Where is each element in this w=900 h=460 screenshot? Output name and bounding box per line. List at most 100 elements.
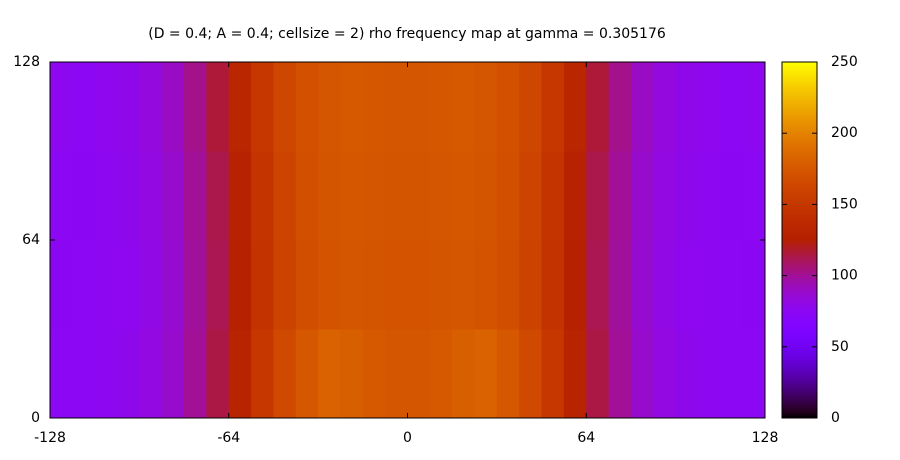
heatmap-cell [340,62,364,152]
heatmap-cell [161,240,185,330]
heatmap-cell [586,329,610,419]
heatmap-cell [139,240,163,330]
x-tick-label: 0 [403,430,412,446]
heatmap-cell [474,62,498,152]
heatmap-cell [429,329,453,419]
heatmap-cell [697,240,721,330]
heatmap-cell [519,329,543,419]
heatmap-cell [407,151,431,241]
heatmap-cell [206,240,230,330]
heatmap-cell [496,62,520,152]
heatmap-cell [184,240,207,330]
heatmap-cell [295,151,319,241]
heatmap-cell [519,151,543,241]
heatmap-cell [630,151,654,241]
heatmap-cell [742,62,766,152]
heatmap-cell [586,240,610,330]
heatmap-cell [385,240,408,330]
heatmap-cell [586,151,610,241]
heatmap-cell [742,240,766,330]
heatmap-cell [318,62,341,152]
colorbar-tick-label: 0 [831,410,840,426]
heatmap-cell [117,151,140,241]
heatmap-cell [94,240,118,330]
heatmap-cell [362,151,386,241]
heatmap-cell [385,151,408,241]
heatmap-cell [273,62,297,152]
heatmap-cell [630,329,654,419]
heatmap-cell [675,240,699,330]
heatmap-cell [429,62,453,152]
heatmap-cell [295,240,319,330]
heatmap-cell [720,329,744,419]
heatmap-cell [206,151,230,241]
heatmap-cell [653,240,677,330]
heatmap-cell [653,151,677,241]
heatmap-cell [452,240,476,330]
heatmap-cell [407,240,431,330]
heatmap-cell [362,240,386,330]
heatmap-cell [474,240,498,330]
heatmap-cell [653,329,677,419]
colorbar-tick-label: 250 [831,54,858,70]
heatmap-cell [385,329,408,419]
heatmap-cell [251,240,274,330]
heatmap-cell [362,329,386,419]
heatmap-cell [50,151,73,241]
heatmap-cell [184,329,207,419]
heatmap-cell [429,151,453,241]
heatmap-cell [675,151,699,241]
heatmap-cell [161,329,185,419]
heatmap-cell [519,62,543,152]
colorbar [781,61,818,419]
heatmap-cell [608,329,632,419]
x-tick-label: -64 [217,430,240,446]
heatmap-cell [251,329,274,419]
heatmap-cell [340,329,364,419]
heatmap-cell [251,62,274,152]
heatmap-cell [161,62,185,152]
heatmap-cell [608,151,632,241]
heatmap-cell [340,240,364,330]
heatmap-cell [720,62,744,152]
heatmap-cell [697,329,721,419]
y-tick-label: 64 [22,232,40,248]
heatmap-cell [563,62,587,152]
heatmap-cell [563,240,587,330]
heatmap-cell [139,151,163,241]
heatmap-cell [184,151,207,241]
heatmap-cell [72,240,96,330]
heatmap-cell [563,151,587,241]
heatmap-cell [273,151,297,241]
heatmap-cell [385,62,408,152]
heatmap-cell [117,240,140,330]
heatmap-cell [50,329,73,419]
y-tick-label: 0 [31,410,40,426]
x-tick-label: 128 [752,430,779,446]
heatmap-cell [541,62,565,152]
heatmap-cell [273,329,297,419]
heatmap-cell [742,329,766,419]
heatmap-cell [161,151,185,241]
colorbar-tick-label: 100 [831,268,858,284]
x-tick-label: -128 [34,430,66,446]
heatmap-cell [496,240,520,330]
heatmap-cell [206,62,230,152]
heatmap-cell [452,151,476,241]
heatmap-cell [117,329,140,419]
heatmap-cell [295,62,319,152]
heatmap-cell [318,151,341,241]
x-tick-label: 64 [577,430,595,446]
heatmap-cell [474,329,498,419]
heatmap-cell [228,329,252,419]
heatmap-cell [228,151,252,241]
chart-title: (D = 0.4; A = 0.4; cellsize = 2) rho fre… [148,26,666,42]
heatmap-cell [407,62,431,152]
heatmap-cell [117,62,140,152]
heatmap-cell [50,62,73,152]
heatmap-cell [675,62,699,152]
heatmap-cell [675,329,699,419]
heatmap-cell [340,151,364,241]
heatmap-cell [362,62,386,152]
heatmap-cell [72,329,96,419]
